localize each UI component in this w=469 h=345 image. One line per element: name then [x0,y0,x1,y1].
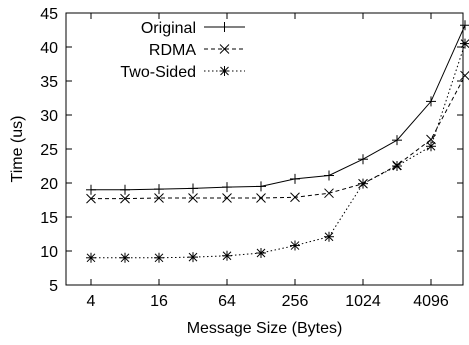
data-point-two-sided [188,252,198,263]
data-point-two-sided [290,240,300,251]
data-point-original [460,20,469,31]
y-tick-label: 35 [40,74,58,91]
y-tick-label: 10 [40,244,58,261]
x-tick-label: 4 [87,293,96,310]
data-point-two-sided [460,38,469,49]
y-tick-label: 25 [40,142,58,159]
legend-label-rdma: RDMA [149,42,196,59]
data-point-original [426,96,436,107]
data-point-rdma [120,193,130,204]
data-point-rdma [290,192,300,203]
data-point-two-sided [392,161,402,171]
y-axis: 5 10 15 20 25 30 35 40 45 [40,6,463,295]
series-layer [86,20,469,263]
y-tick-label: 45 [40,6,58,23]
data-point-original [392,135,402,146]
data-point-original [256,181,266,192]
data-point-two-sided [426,141,436,152]
x-tick-label: 256 [282,293,309,310]
y-tick-label: 15 [40,210,58,227]
data-point-rdma [256,193,266,203]
legend-marker-original [219,22,230,32]
data-point-original [358,154,368,165]
data-point-original [188,183,198,194]
data-point-original [290,173,300,184]
data-point-rdma [324,188,334,199]
data-point-two-sided [154,252,164,263]
y-tick-label: 30 [40,108,58,125]
legend-marker-rdma [219,44,230,54]
y-tick-label: 40 [40,40,58,57]
data-point-original [222,182,232,193]
x-tick-label: 16 [150,293,168,310]
x-axis-label: Message Size (Bytes) [187,320,343,337]
data-point-original [154,184,164,195]
data-point-original [120,184,130,195]
x-axis: 4 16 64 256 1024 4096 [87,13,449,310]
y-tick-label: 20 [40,176,58,193]
data-point-rdma [460,70,469,81]
data-point-rdma [154,193,164,203]
data-point-two-sided [120,252,130,263]
x-tick-label: 4096 [413,293,449,310]
x-tick-label: 64 [218,293,236,310]
legend-label-two-sided: Two-Sided [120,64,196,81]
data-point-rdma [426,134,436,145]
plot-frame [65,12,464,286]
y-axis-label: Time (us) [9,116,26,183]
data-point-two-sided [256,248,266,259]
data-point-two-sided [358,178,368,189]
data-point-rdma [86,193,96,204]
legend-marker-two-sided [219,66,230,76]
data-point-rdma [188,193,198,203]
data-point-original [324,170,334,181]
legend-label-original: Original [141,20,196,37]
data-point-rdma [222,193,232,203]
data-point-two-sided [86,252,96,263]
data-point-two-sided [222,250,232,261]
series-line-original [91,24,466,191]
data-point-original [86,184,96,195]
data-point-two-sided [324,231,334,242]
y-tick-label: 5 [49,278,58,295]
legend: Original RDMA Two-Sided [120,20,245,81]
series-line-rdma [91,75,466,200]
x-tick-label: 1024 [345,293,381,310]
